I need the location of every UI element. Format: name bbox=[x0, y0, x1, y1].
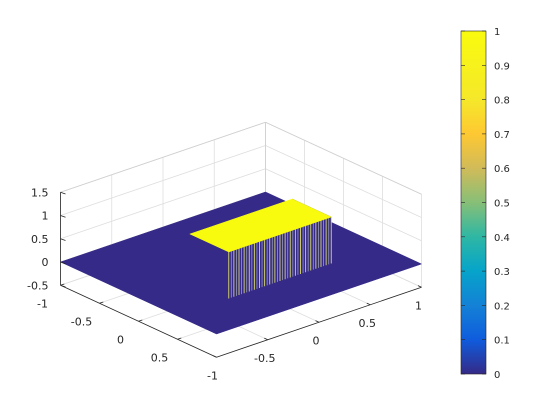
surface-front-wall bbox=[228, 217, 332, 299]
y-tick-label: -1 bbox=[37, 297, 48, 310]
surface-plateau-top bbox=[189, 198, 332, 253]
colorbar-tick-label: 0.4 bbox=[494, 233, 510, 244]
x-tick-label: -1 bbox=[207, 369, 218, 382]
box-edge bbox=[265, 121, 422, 195]
colorbar-tick-label: 1 bbox=[494, 27, 500, 38]
x-tick-label: 1 bbox=[415, 299, 422, 312]
z-tick-label: 0.5 bbox=[31, 233, 49, 246]
z-tick-mark bbox=[60, 261, 66, 265]
z-tick-label: 0 bbox=[42, 256, 49, 269]
z-tick-mark bbox=[60, 284, 66, 288]
colorbar-tick-label: 0.8 bbox=[494, 96, 510, 107]
z-tick-label: 1.5 bbox=[31, 186, 49, 199]
colorbar-tick-label: 0.9 bbox=[494, 61, 510, 72]
axis-tick-labels: -0.5 0 0.5 1 1.5 -1 -0.5 0 0.5 1 -1 -0.5 0 0.5 bbox=[27, 186, 422, 382]
z-tick-label: 1 bbox=[42, 210, 49, 223]
x-tick-mark bbox=[417, 285, 422, 288]
x-tick-mark bbox=[366, 302, 371, 306]
x-tick-mark bbox=[315, 320, 320, 323]
y-tick-label: 0 bbox=[117, 333, 124, 346]
x-tick-label: -0.5 bbox=[254, 352, 275, 365]
grid-line bbox=[265, 145, 422, 218]
grid-line bbox=[265, 168, 422, 242]
grid-line bbox=[60, 168, 266, 240]
grid-line bbox=[60, 145, 266, 216]
colorbar-tick-label: 0.6 bbox=[494, 164, 510, 175]
z-tick-mark bbox=[60, 215, 66, 218]
box-edge bbox=[60, 121, 266, 193]
colorbar-tick-label: 0 bbox=[494, 370, 500, 381]
z-tick-mark bbox=[60, 191, 66, 195]
surface-plot bbox=[59, 191, 423, 335]
z-tick-mark bbox=[60, 238, 66, 241]
y-tick-label: 0.5 bbox=[151, 351, 169, 364]
x-tick-mark bbox=[264, 337, 268, 341]
y-tick-mark bbox=[177, 337, 182, 340]
y-tick-mark bbox=[60, 283, 65, 286]
y-tick-mark bbox=[138, 319, 143, 322]
colorbar-tick-label: 0.7 bbox=[494, 130, 510, 141]
z-tick-label: -0.5 bbox=[27, 279, 48, 292]
x-tick-label: 0.5 bbox=[359, 317, 377, 330]
colorbar: 0 0.1 0.2 0.3 0.4 0.5 0.6 0.7 0.8 0.9 1 bbox=[460, 27, 510, 381]
colorbar-tick-label: 0.2 bbox=[494, 301, 510, 312]
x-tick-mark bbox=[212, 355, 217, 358]
colorbar-tick-label: 0.1 bbox=[494, 336, 510, 347]
colorbar-tick-label: 0.5 bbox=[494, 199, 510, 210]
colorbar-scale bbox=[460, 30, 487, 375]
y-tick-mark bbox=[99, 301, 104, 304]
x-tick-label: 0 bbox=[313, 334, 320, 347]
y-tick-label: -0.5 bbox=[71, 315, 92, 328]
colorbar-tick-label: 0.3 bbox=[494, 267, 510, 278]
